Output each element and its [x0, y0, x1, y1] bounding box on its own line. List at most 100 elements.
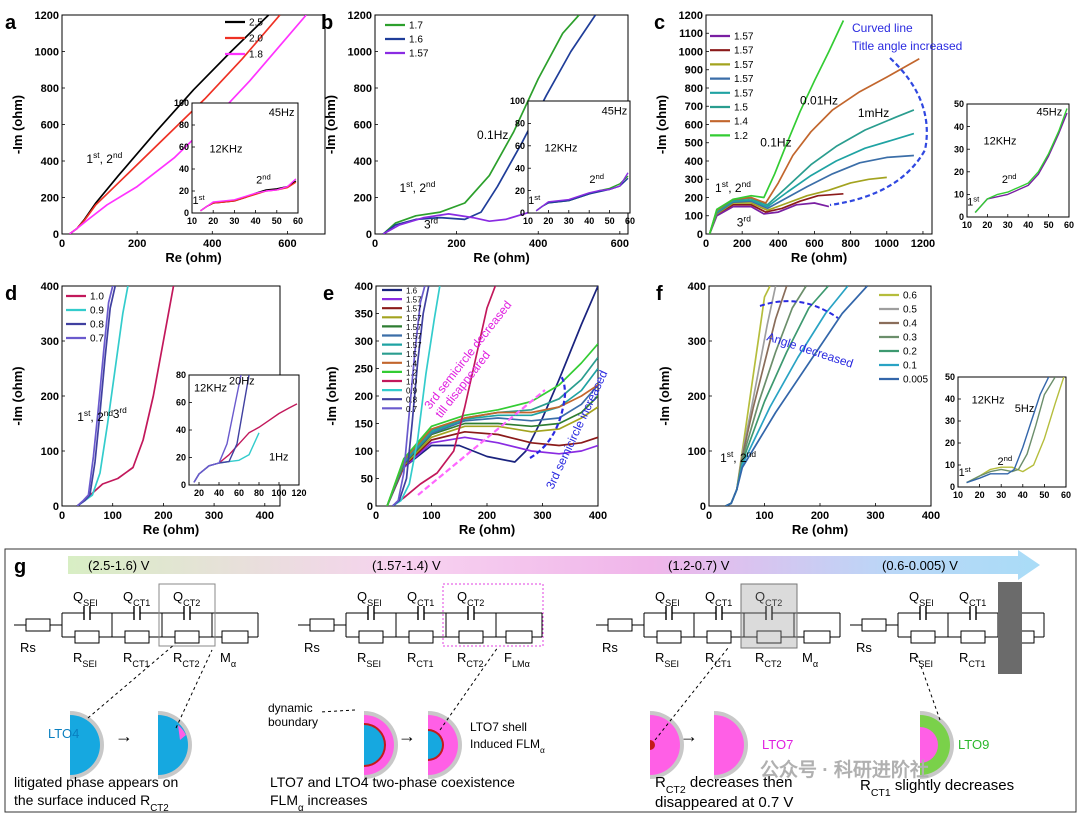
x-axis-label: Re (ohm): [792, 522, 848, 537]
note-line-2: Title angle increased: [852, 39, 962, 53]
inset-ytick-label: 30: [945, 416, 955, 426]
particle-layer: [428, 731, 442, 759]
inset-label: 12KHz: [209, 144, 242, 156]
panel-a-ytick-label: 400: [41, 156, 59, 168]
panel-c-series-1_2: [708, 20, 845, 234]
panel-letter: d: [5, 283, 17, 305]
inset-label: 12KHz: [544, 142, 577, 154]
inset-xtick-label: 50: [605, 216, 615, 226]
panel-c-xtick-label: 0: [703, 238, 709, 250]
panel-e-xtick-label: 200: [478, 510, 496, 522]
inset-label: 12KHz: [972, 394, 1005, 406]
inset-xtick-label: 60: [625, 216, 635, 226]
inset-series-0_005: [966, 377, 1050, 484]
inset-xtick-label: 60: [1064, 220, 1074, 230]
inset-xtick-label: 60: [1061, 490, 1071, 500]
legend-label: 2.0: [249, 34, 263, 45]
voltage-range: (2.5-1.6) V: [88, 558, 150, 573]
annotation: 3rd: [424, 216, 438, 232]
panel-c-series-1_57: [708, 202, 830, 234]
panel-g-frame: [4, 548, 1077, 813]
panel-f-ytick-label: 100: [688, 446, 706, 458]
panel-d-series-0_8: [76, 286, 117, 506]
panel-e-ytick-label: 350: [355, 308, 373, 320]
inset-ytick-label: 60: [179, 142, 189, 152]
panel-b-series-1_7: [382, 15, 580, 234]
panel-e: e 0 100 200 300 400 0 50 100 150 200 250 300 350 400 Re…: [323, 281, 610, 537]
panel-d-xtick-label: 400: [256, 510, 274, 522]
panel-a-ytick-label: 800: [41, 83, 59, 95]
legend-label: 1.5: [734, 103, 748, 114]
inset-xtick-label: 30: [996, 490, 1006, 500]
label-rs: Rs: [856, 640, 872, 655]
panel-c-ytick-label: 300: [685, 174, 703, 186]
inset-label: 2nd: [998, 454, 1013, 469]
resistor-rs: [861, 618, 887, 632]
panel-e-ytick-label: 300: [355, 336, 373, 348]
label-r: RCT1: [123, 650, 150, 669]
panel-e-series-1_57: [386, 367, 598, 506]
panel-c-xtick-label: 200: [733, 238, 751, 250]
legend-label: 0.9: [406, 387, 418, 396]
inset-xtick-label: 20: [208, 216, 218, 226]
pointer: [87, 643, 176, 719]
highlight-box: [158, 583, 216, 647]
legend-label: 1.57: [406, 305, 422, 314]
inset-series-0_3: [966, 377, 1056, 484]
inset-ytick-label: 60: [176, 398, 186, 408]
legend-label: 1.8: [249, 50, 263, 61]
inset-xtick-label: 60: [293, 216, 303, 226]
inset-ytick-label: 50: [954, 99, 964, 109]
label-q: QSEI: [655, 589, 680, 608]
label-q: QSEI: [909, 589, 934, 608]
annotation: 1st, 2nd: [715, 179, 751, 195]
legend-label: 1.57: [406, 332, 422, 341]
particle-stage3a: [650, 711, 684, 779]
panel-b-ytick-label: 1200: [348, 10, 372, 22]
inset-ytick-label: 80: [515, 119, 525, 129]
inset-ytick-label: 80: [176, 370, 186, 380]
stage-arrow: [68, 550, 1040, 580]
label-r: RSEI: [655, 650, 679, 669]
highlight-box: [740, 583, 798, 649]
resistor-m: [221, 630, 249, 644]
particle-layer: [650, 715, 680, 775]
panel-e-ytick-label: 100: [355, 446, 373, 458]
resistor: [656, 630, 682, 644]
legend-label: 1.5: [406, 350, 418, 359]
inset-label: 2nd: [589, 171, 604, 186]
panel-f-ytick-label: 200: [688, 391, 706, 403]
inset-label: 12KHz: [194, 383, 227, 395]
annotation: 1st, 2nd: [77, 408, 113, 424]
label-r: RSEI: [73, 650, 97, 669]
label-lto7: LTO7: [762, 737, 793, 752]
label-q: QCT1: [123, 589, 150, 608]
panel-a-ytick-label: 200: [41, 192, 59, 204]
panel-e-series-1_2: [386, 343, 598, 506]
inset-series-0_7: [193, 375, 242, 483]
label-rs: Rs: [304, 640, 320, 655]
inset-ytick-label: 0: [520, 208, 525, 218]
panel-d-ytick-label: 100: [41, 446, 59, 458]
pointer: [439, 646, 499, 731]
annotation: 0.01Hz: [800, 93, 838, 107]
circuit-2: Rs QSEI RSEI QCT1 RCT1 QCT2 RCT2 FLMα: [298, 589, 543, 669]
label-q: QCT1: [705, 589, 732, 608]
inset-series-1_2: [974, 108, 1068, 213]
inset-xtick-label: 20: [975, 490, 985, 500]
label-q: QCT2: [457, 589, 484, 608]
panel-c-xtick-label: 1000: [875, 238, 899, 250]
inset-xtick-label: 10: [962, 220, 972, 230]
voltage-range: (0.6-0.005) V: [882, 558, 958, 573]
inset-ytick-label: 40: [176, 425, 186, 435]
inset-label: 1st: [192, 193, 205, 208]
panel-d-ytick-label: 0: [53, 501, 59, 513]
panel-c-ytick-label: 600: [685, 119, 703, 131]
legend-label: 0.7: [90, 334, 104, 345]
panel-letter: f: [656, 283, 663, 305]
